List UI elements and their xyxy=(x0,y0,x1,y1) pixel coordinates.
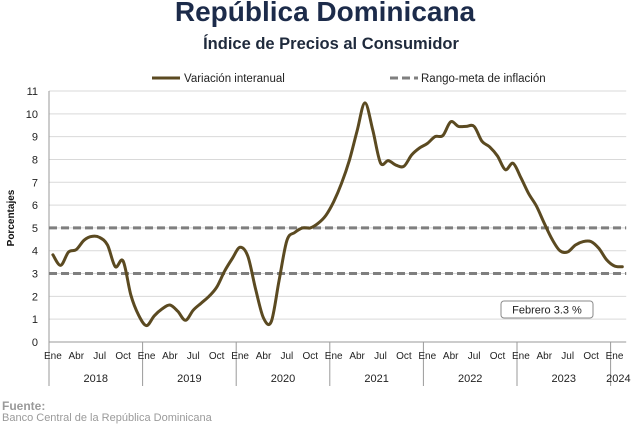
chart-subtitle: Índice de Precios al Consumidor xyxy=(203,34,459,53)
x-tick-label: Oct xyxy=(303,351,319,362)
x-axis: Ene Abr Jul Oct 2018 Ene Abr Jul Oct 2019 Ene Abr Ju… xyxy=(44,341,631,386)
x-tick-label: Abr xyxy=(162,351,178,362)
year-label: 2022 xyxy=(458,373,482,385)
x-tick-label: Oct xyxy=(396,351,412,362)
y-tick-label: 3 xyxy=(32,269,38,281)
series-line-variacion-interanual xyxy=(51,101,624,328)
annotation: Febrero 3.3 % xyxy=(500,300,594,319)
x-tick-label: Ene xyxy=(138,351,156,362)
legend: Variación interanual Rango-meta de infla… xyxy=(152,73,546,85)
legend-target-label: Rango-meta de inflación xyxy=(421,73,546,85)
y-tick-label: 1 xyxy=(32,314,38,326)
y-tick-label: 11 xyxy=(27,86,38,98)
x-tick-label: Abr xyxy=(537,351,553,362)
y-tick-label: 2 xyxy=(32,291,38,303)
y-tick-label: 7 xyxy=(32,177,38,189)
annotation-text: Febrero 3.3 % xyxy=(512,305,582,317)
x-tick-label: Ene xyxy=(418,351,436,362)
x-tick-label: Ene xyxy=(44,351,62,362)
x-tick-label: Abr xyxy=(443,351,459,362)
x-tick-label: Jul xyxy=(93,351,106,362)
year-label: 2024 xyxy=(606,373,630,385)
y-axis-title: Porcentajes xyxy=(6,189,17,246)
x-tick-label: Oct xyxy=(209,351,225,362)
x-tick-label: Jul xyxy=(468,351,481,362)
x-tick-label: Jul xyxy=(561,351,574,362)
chart-title: República Dominicana xyxy=(175,0,476,27)
grid xyxy=(49,90,627,320)
y-tick-label: 6 xyxy=(32,200,38,212)
x-tick-label: Abr xyxy=(256,351,272,362)
y-tick-label: 8 xyxy=(32,154,38,166)
x-tick-label: Oct xyxy=(583,351,599,362)
y-tick-label: 5 xyxy=(32,223,38,235)
y-tick-label: 10 xyxy=(26,109,38,121)
y-tick-label: 0 xyxy=(32,337,38,349)
x-tick-label: Abr xyxy=(349,351,365,362)
x-tick-label: Jul xyxy=(281,351,294,362)
legend-series-label: Variación interanual xyxy=(184,73,285,85)
y-axis: 0 1 2 3 4 5 6 7 8 9 10 11 xyxy=(26,86,50,386)
x-tick-label: Ene xyxy=(512,351,530,362)
x-tick-label: Jul xyxy=(374,351,387,362)
source-text: Banco Central de la República Dominicana xyxy=(2,412,213,424)
x-tick-label: Abr xyxy=(69,351,85,362)
year-label: 2021 xyxy=(364,373,388,385)
y-tick-label: 4 xyxy=(32,246,38,258)
x-tick-label: Ene xyxy=(325,351,343,362)
x-tick-label: Ene xyxy=(606,351,624,362)
x-tick-label: Oct xyxy=(115,351,131,362)
year-label: 2023 xyxy=(552,373,576,385)
source-label: Fuente: xyxy=(2,399,45,413)
year-label: 2020 xyxy=(271,373,295,385)
annotation-box xyxy=(500,300,594,319)
year-label: 2018 xyxy=(84,373,108,385)
y-tick-label: 9 xyxy=(32,132,38,144)
x-tick-label: Oct xyxy=(490,351,506,362)
year-label: 2019 xyxy=(177,373,201,385)
x-tick-label: Jul xyxy=(187,351,200,362)
x-tick-label: Ene xyxy=(231,351,249,362)
